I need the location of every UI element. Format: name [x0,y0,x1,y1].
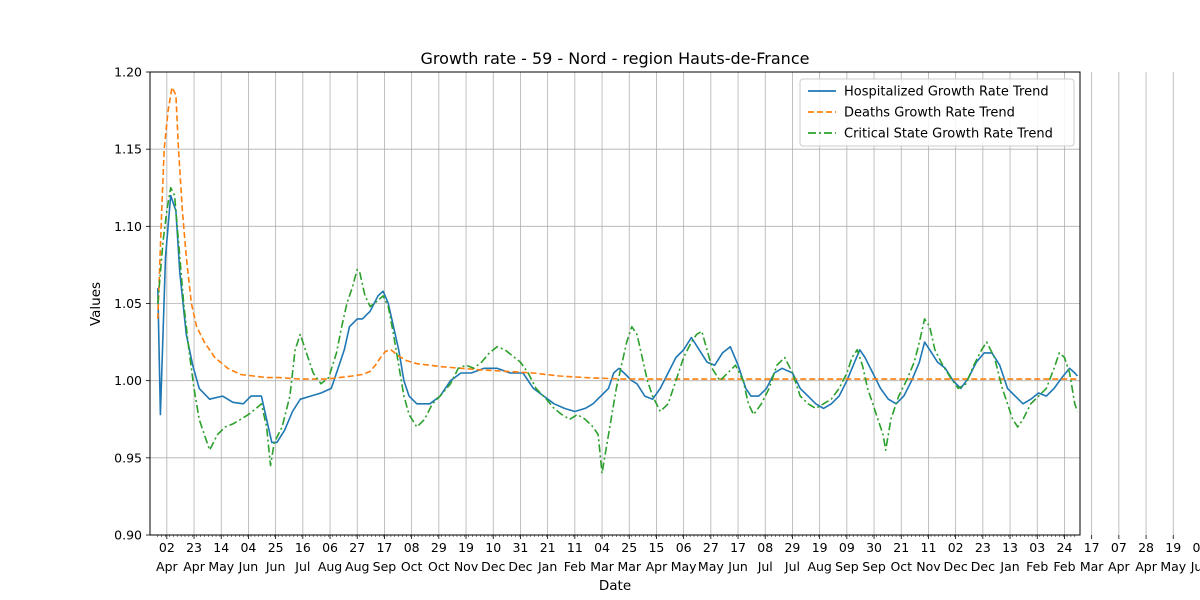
x-tick-label-month: Aug [345,559,369,574]
y-tick-label: 1.05 [114,296,142,311]
x-tick-label-day: 27 [349,540,365,555]
x-tick-label-month: Jul [757,559,773,574]
legend-label-2: Deaths Growth Rate Trend [844,106,1015,121]
x-tick-label-day: 21 [540,540,556,555]
x-tick-label-day: 29 [784,540,800,555]
x-tick-label-month: Oct [401,559,423,574]
legend-label-3: Critical State Growth Rate Trend [844,127,1053,142]
x-tick-label-month: Apr [156,559,178,574]
x-axis-title: Date [599,578,631,594]
x-tick-label-month: Mar [590,559,614,574]
x-tick-label-month: Jan [999,559,1019,574]
x-tick-label-day: 04 [594,540,610,555]
x-tick-label-month: Jun [265,559,286,574]
x-tick-label-month: Apr [183,559,205,574]
x-tick-label-month: Mar [617,559,641,574]
x-tick-label-month: Dec [481,559,505,574]
x-tick-label-day: 23 [186,540,202,555]
x-tick-label-month: Sep [835,559,859,574]
y-tick-label: 0.95 [114,450,142,465]
x-tick-label-month: Sep [373,559,397,574]
x-tick-label-month: Jan [537,559,557,574]
x-tick-label-month: Nov [454,559,479,574]
x-tick-label-day: 06 [676,540,692,555]
plot-frame [149,71,1081,536]
x-tick-label-month: Apr [1135,559,1157,574]
x-tick-label-day: 15 [648,540,664,555]
x-tick-label-day: 09 [1193,540,1200,555]
x-tick-label-month: Apr [1108,559,1130,574]
series-line-2 [157,86,1078,380]
series-line-1 [157,194,1079,444]
x-tick-label-month: Nov [916,559,941,574]
x-tick-label-month: Dec [944,559,968,574]
x-tick-label-day: 03 [1029,540,1045,555]
x-tick-label-month: Mar [1080,559,1104,574]
x-tick-label-day: 06 [322,540,338,555]
x-tick-label-month: Feb [1053,559,1075,574]
chart-title: Growth rate - 59 - Nord - region Hauts-d… [421,49,810,68]
x-tick-label-day: 19 [812,540,828,555]
x-tick-label-month: Feb [1026,559,1048,574]
x-tick-label-day: 25 [621,540,637,555]
y-tick-label: 1.10 [114,219,142,234]
x-tick-label-month: Aug [318,559,342,574]
x-tick-label-month: Oct [890,559,912,574]
x-tick-label-month: May [208,559,234,574]
x-tick-label-month: Jun [238,559,259,574]
y-axis-title: Values [88,282,104,326]
x-tick-label-day: 19 [458,540,474,555]
x-tick-label-month: Apr [646,559,668,574]
x-tick-label-month: Jun [1190,559,1200,574]
x-tick-label-day: 31 [512,540,528,555]
x-tick-label-day: 21 [893,540,909,555]
x-tick-label-day: 14 [213,540,229,555]
x-tick-label-day: 19 [1165,540,1181,555]
x-tick-label-day: 09 [839,540,855,555]
y-tick-label: 1.15 [114,142,142,157]
x-tick-label-day: 17 [730,540,746,555]
legend-label-1: Hospitalized Growth Rate Trend [844,85,1049,100]
x-tick-label-day: 08 [404,540,420,555]
x-tick-label-day: 29 [431,540,447,555]
x-tick-label-month: Dec [508,559,532,574]
series-line-3 [157,186,1079,475]
x-tick-label-month: May [671,559,697,574]
y-tick-label: 0.90 [114,528,142,543]
x-tick-label-day: 04 [240,540,256,555]
x-tick-label-day: 17 [376,540,392,555]
x-tick-label-day: 28 [1138,540,1154,555]
x-tick-label-month: Aug [807,559,831,574]
x-tick-label-month: May [1160,559,1186,574]
plot-area: 02 Apr 23 Apr 14 May 04 Jun 25 Jun 16 Jul 06 Aug 27 Aug… [114,65,1200,575]
x-tick-label-day: 16 [295,540,311,555]
x-tick-label-month: Sep [862,559,886,574]
x-tick-label-day: 10 [485,540,501,555]
x-tick-label-month: Oct [428,559,450,574]
x-tick-label-day: 11 [567,540,583,555]
x-tick-label-day: 13 [1002,540,1018,555]
x-tick-label-day: 08 [757,540,773,555]
legend: Hospitalized Growth Rate Trend Deaths Gro… [799,78,1075,147]
x-tick-label-day: 27 [703,540,719,555]
x-tick-label-day: 25 [268,540,284,555]
x-tick-label-day: 23 [975,540,991,555]
x-tick-label-month: Jul [784,559,800,574]
y-tick-label: 1.00 [114,373,142,388]
x-tick-label-month: Dec [971,559,995,574]
x-tick-label-month: Feb [564,559,586,574]
y-tick-label: 1.20 [114,65,142,80]
legend-box [799,78,1075,147]
x-tick-label-month: Jun [727,559,748,574]
x-tick-label-day: 11 [921,540,937,555]
x-tick-label-month: Jul [294,559,310,574]
x-tick-label-day: 17 [1084,540,1100,555]
x-tick-label-day: 07 [1111,540,1127,555]
x-tick-label-day: 02 [948,540,964,555]
x-tick-label-day: 30 [866,540,882,555]
x-tick-label-day: 02 [159,540,175,555]
x-tick-label-month: May [698,559,724,574]
x-tick-label-day: 24 [1057,540,1073,555]
